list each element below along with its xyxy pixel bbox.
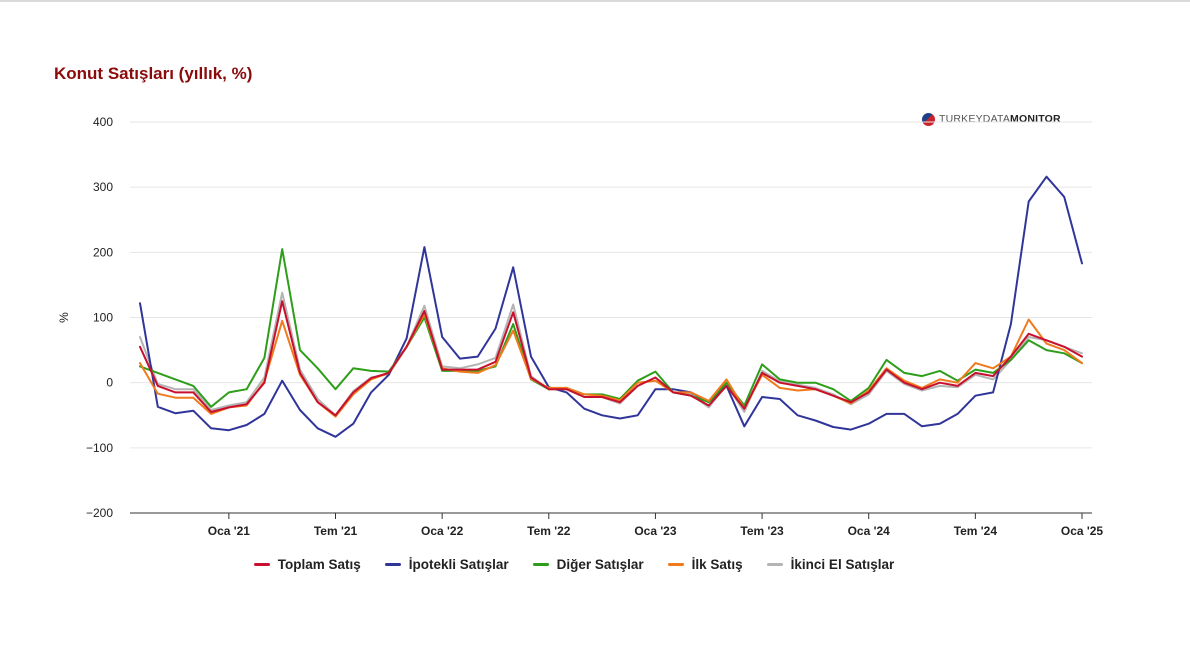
- x-tick-label: Oca '23: [634, 524, 677, 538]
- legend-label: İlk Satış: [691, 557, 743, 572]
- series-lines: [139, 175, 1083, 438]
- legend-label: İpotekli Satışlar: [408, 557, 509, 572]
- legend: Toplam Satış İpotekli Satışlar Diğer Satış…: [0, 557, 1148, 572]
- legend-swatch: [253, 563, 270, 566]
- x-tick-label: Tem '22: [527, 524, 571, 538]
- x-tick-label: Tem '23: [740, 524, 784, 538]
- y-tick-label: 400: [93, 115, 113, 129]
- y-tick-label: −200: [86, 506, 113, 520]
- chart-title: Konut Satışları (yıllık, %): [54, 64, 253, 83]
- legend-swatch: [667, 563, 684, 566]
- legend-swatch: [766, 563, 783, 566]
- x-tick-label: Tem '21: [314, 524, 358, 538]
- y-tick-label: 0: [106, 376, 113, 390]
- y-tick-label: −100: [86, 441, 113, 455]
- y-axis-ticks: 400 300 200 100 0 −100 −200: [86, 115, 113, 520]
- x-axis: Oca '21 Tem '21 Oca '22 Tem '22 Oca '23 Tem '…: [130, 512, 1104, 538]
- x-tick-label: Tem '24: [954, 524, 998, 538]
- legend-item-2[interactable]: İpotekli Satışlar: [384, 557, 509, 572]
- legend-item-4[interactable]: İlk Satış: [667, 557, 743, 572]
- series-line-2: [139, 175, 1083, 438]
- y-axis-label: %: [57, 312, 71, 323]
- series-line-1: [139, 300, 1083, 417]
- x-tick-label: Oca '24: [848, 524, 891, 538]
- x-tick-label: Oca '22: [421, 524, 464, 538]
- legend-label: Diğer Satışlar: [556, 557, 644, 572]
- legend-label: Toplam Satış: [277, 557, 361, 572]
- legend-label: İkinci El Satışlar: [790, 557, 895, 572]
- legend-item-3[interactable]: Diğer Satışlar: [532, 557, 644, 572]
- x-tick-label: Oca '25: [1061, 524, 1104, 538]
- series-line-3: [139, 248, 1083, 408]
- y-tick-label: 200: [93, 245, 113, 259]
- legend-swatch: [384, 563, 401, 566]
- legend-item-1[interactable]: Toplam Satış: [253, 557, 361, 572]
- x-tick-label: Oca '21: [208, 524, 251, 538]
- y-tick-label: 300: [93, 180, 113, 194]
- legend-item-5[interactable]: İkinci El Satışlar: [766, 557, 895, 572]
- series-line-4: [139, 313, 1083, 418]
- legend-swatch: [532, 563, 549, 566]
- y-tick-label: 100: [93, 311, 113, 325]
- top-border: [0, 0, 1190, 2]
